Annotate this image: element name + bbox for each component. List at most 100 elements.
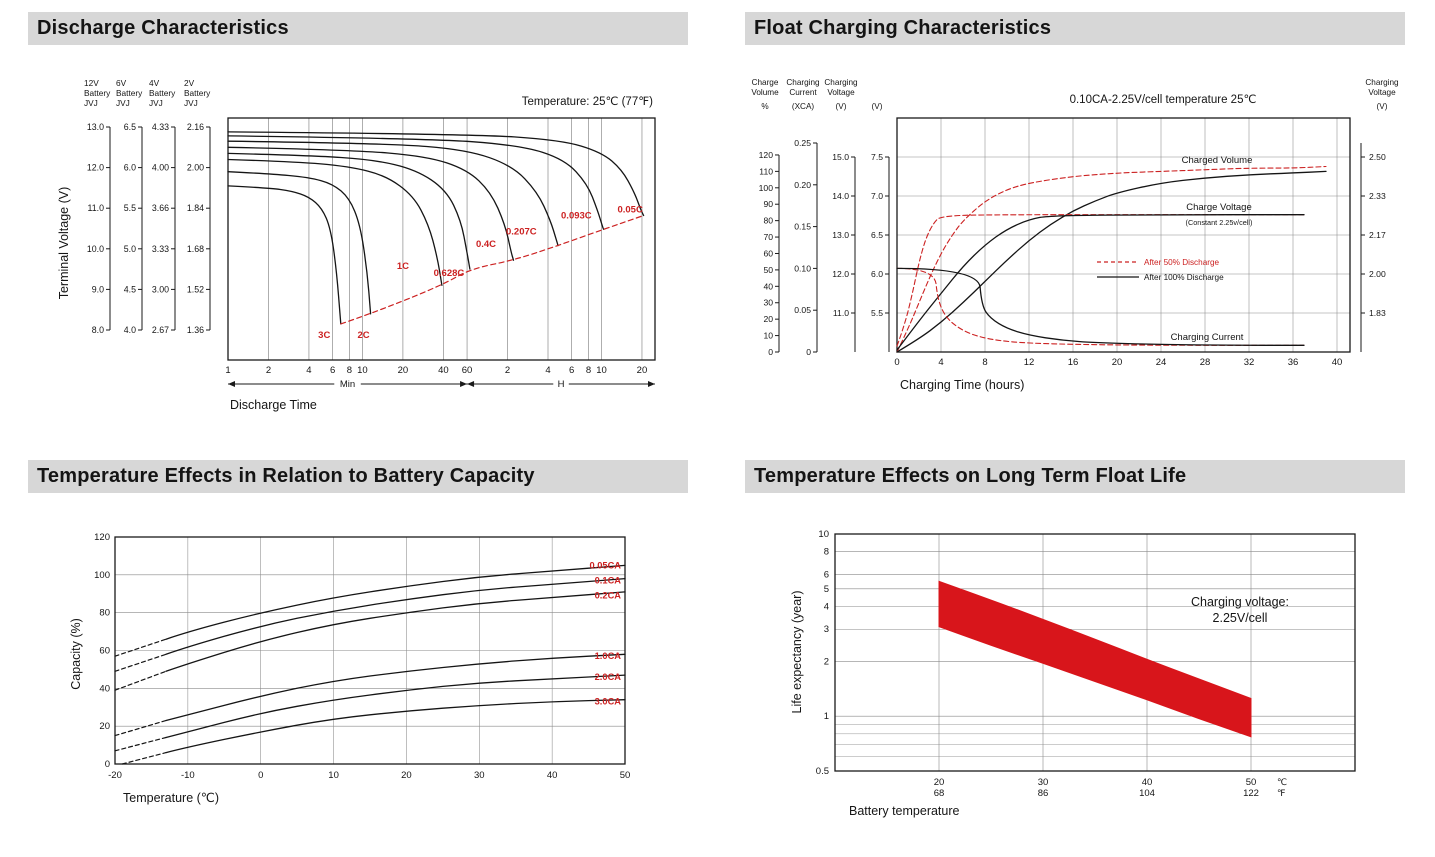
- svg-text:13.0: 13.0: [832, 230, 849, 240]
- svg-text:Battery temperature: Battery temperature: [849, 804, 960, 818]
- svg-text:After 100% Discharge: After 100% Discharge: [1144, 273, 1224, 282]
- svg-text:6V: 6V: [116, 78, 127, 88]
- svg-text:12.0: 12.0: [832, 269, 849, 279]
- svg-text:JVJ: JVJ: [149, 98, 163, 108]
- svg-text:℃: ℃: [1277, 777, 1287, 787]
- svg-text:-20: -20: [108, 770, 122, 781]
- float-life-band: [938, 580, 1252, 738]
- svg-text:3.33: 3.33: [152, 244, 169, 254]
- svg-text:20: 20: [1112, 357, 1123, 368]
- svg-text:%: %: [761, 102, 768, 111]
- svg-text:Min: Min: [340, 379, 355, 390]
- svg-text:Battery: Battery: [149, 88, 176, 98]
- capacity-curve-dash-1.0CA: [114, 719, 167, 737]
- svg-text:0: 0: [768, 347, 773, 357]
- svg-text:8: 8: [824, 547, 829, 558]
- svg-text:5.0: 5.0: [124, 244, 136, 254]
- float-curve-charged-volume-100: [896, 170, 1327, 353]
- float-curve-charging-current-50: [896, 267, 1305, 346]
- discharge-chart: 1 2 4 6 8 10 20 40 60 2 4 6 8 10 2012VBatteryJVJ13.012…: [57, 78, 656, 412]
- svg-text:Temperature (℃): Temperature (℃): [123, 791, 219, 805]
- svg-text:4.00: 4.00: [152, 163, 169, 173]
- svg-text:0.207C: 0.207C: [506, 227, 537, 238]
- svg-text:0.05CA: 0.05CA: [589, 560, 621, 570]
- svg-text:6.5: 6.5: [871, 230, 883, 240]
- svg-text:50: 50: [620, 770, 631, 781]
- svg-text:7.5: 7.5: [871, 152, 883, 162]
- svg-text:2.00: 2.00: [1369, 269, 1386, 279]
- svg-text:6.0: 6.0: [871, 269, 883, 279]
- svg-text:(Constant 2.25v/cell): (Constant 2.25v/cell): [1186, 218, 1253, 227]
- svg-text:0.10CA-2.25V/cell temperature: 0.10CA-2.25V/cell temperature 25℃: [1070, 94, 1257, 106]
- svg-text:Voltage: Voltage: [827, 88, 855, 97]
- svg-text:104: 104: [1139, 788, 1155, 799]
- svg-text:4: 4: [306, 365, 311, 376]
- svg-text:11.0: 11.0: [833, 308, 849, 318]
- svg-text:℉: ℉: [1277, 788, 1286, 798]
- float-curve-charge-voltage-50: [896, 214, 1305, 347]
- float-charging-chart: 0 4 8 12 16 20 24 28 32 36 40120110100908070605040…: [751, 78, 1399, 392]
- svg-text:JVJ: JVJ: [116, 98, 130, 108]
- svg-text:12: 12: [1024, 357, 1035, 368]
- svg-text:2.33: 2.33: [1369, 191, 1386, 201]
- capacity-curve-dash-0.1CA: [114, 653, 167, 672]
- svg-text:100: 100: [94, 570, 110, 581]
- svg-text:3.66: 3.66: [152, 203, 169, 213]
- svg-text:Charging: Charging: [824, 78, 858, 87]
- discharge-cutoff-line: [340, 214, 645, 325]
- svg-text:4V: 4V: [149, 78, 160, 88]
- capacity-curve-dash-0.05CA: [114, 638, 167, 657]
- svg-text:10.0: 10.0: [87, 244, 104, 254]
- svg-text:10: 10: [763, 331, 773, 341]
- svg-text:Charging: Charging: [786, 78, 820, 87]
- svg-text:(XCA): (XCA): [792, 102, 815, 111]
- svg-text:30: 30: [474, 770, 485, 781]
- svg-text:0.20: 0.20: [794, 180, 811, 190]
- capacity-curve-1.0CA: [165, 653, 626, 722]
- svg-text:20: 20: [401, 770, 412, 781]
- svg-text:80: 80: [99, 608, 110, 619]
- svg-text:6.5: 6.5: [124, 122, 136, 132]
- svg-text:2V: 2V: [184, 78, 195, 88]
- svg-text:Charging voltage:: Charging voltage:: [1191, 595, 1289, 609]
- svg-text:1.68: 1.68: [187, 244, 204, 254]
- svg-text:0.05: 0.05: [794, 305, 811, 315]
- float-charging-header-bar: Float Charging Characteristics: [745, 12, 1405, 45]
- svg-text:2: 2: [505, 365, 510, 376]
- svg-text:4: 4: [938, 357, 943, 368]
- svg-text:40: 40: [763, 281, 773, 291]
- svg-text:0.4C: 0.4C: [476, 239, 496, 250]
- svg-text:Charged Volume: Charged Volume: [1182, 155, 1253, 166]
- svg-text:5.5: 5.5: [871, 308, 883, 318]
- svg-text:4: 4: [545, 365, 550, 376]
- svg-text:0: 0: [806, 347, 811, 357]
- capacity-curve-3.0CA: [165, 699, 626, 754]
- svg-text:10: 10: [596, 365, 607, 376]
- svg-text:11.0: 11.0: [88, 203, 105, 213]
- svg-text:8: 8: [347, 365, 352, 376]
- svg-text:0.25: 0.25: [794, 138, 811, 148]
- float-curve-charged-volume-50: [896, 165, 1327, 353]
- svg-text:(V): (V): [872, 102, 883, 111]
- svg-text:2.25V/cell: 2.25V/cell: [1213, 611, 1268, 625]
- capacity-curve-0.05CA: [165, 564, 626, 640]
- discharge-curve-0.4C: [227, 146, 515, 261]
- svg-text:20: 20: [398, 365, 409, 376]
- svg-text:90: 90: [763, 199, 773, 209]
- svg-text:2.67: 2.67: [152, 325, 169, 335]
- svg-text:0: 0: [258, 770, 263, 781]
- svg-text:2.16: 2.16: [187, 122, 204, 132]
- capacity-curve-2.0CA: [165, 674, 626, 739]
- svg-text:120: 120: [759, 150, 774, 160]
- svg-text:15.0: 15.0: [832, 152, 849, 162]
- capacity-curve-dash-0.2CA: [114, 670, 167, 691]
- svg-text:Battery: Battery: [184, 88, 211, 98]
- svg-text:100: 100: [759, 183, 774, 193]
- discharge-title: Discharge Characteristics: [37, 17, 289, 39]
- svg-text:60: 60: [99, 646, 110, 657]
- svg-text:-10: -10: [181, 770, 195, 781]
- svg-text:JVJ: JVJ: [84, 98, 98, 108]
- svg-text:9.0: 9.0: [92, 284, 104, 294]
- svg-text:13.0: 13.0: [87, 122, 104, 132]
- svg-text:Battery: Battery: [116, 88, 143, 98]
